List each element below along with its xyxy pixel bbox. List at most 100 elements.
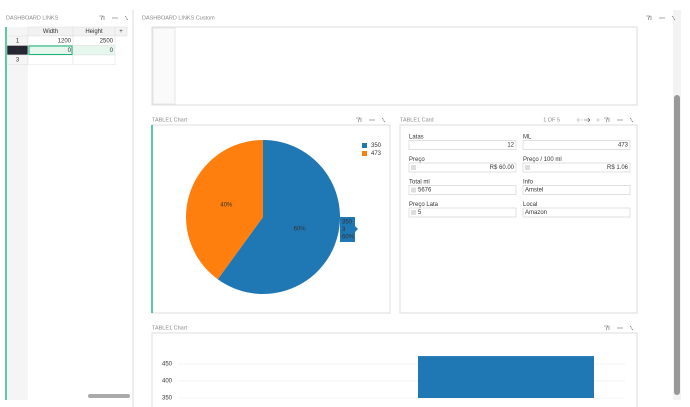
menu-dot[interactable]: [116, 17, 118, 19]
menu-dot[interactable]: [617, 119, 619, 121]
y-tick-label: 400: [162, 379, 173, 385]
panel-title: DASHBOARD LINKS: [6, 15, 59, 21]
menu-dot[interactable]: [114, 17, 116, 19]
cell-value: 2500: [100, 38, 114, 44]
legend-swatch[interactable]: [362, 151, 367, 156]
cell-value: 1200: [58, 38, 72, 44]
menu-dot[interactable]: [371, 119, 373, 121]
field-label: Local: [523, 202, 537, 208]
menu-dot[interactable]: [619, 119, 621, 121]
cursor-cell: [28, 45, 73, 55]
menu-dot[interactable]: [661, 17, 663, 19]
field-box[interactable]: [408, 162, 517, 173]
legend-label: 473: [371, 151, 382, 157]
menu-dot[interactable]: [619, 327, 621, 329]
field-icon: [525, 165, 530, 170]
field-box[interactable]: [408, 207, 517, 218]
tooltip-line: 350: [342, 220, 353, 226]
table-cell[interactable]: [72, 54, 116, 65]
field-icon: [411, 187, 416, 193]
menu-dot[interactable]: [621, 327, 623, 329]
row-number: 3: [16, 57, 20, 63]
card-pager: 1 OF 5: [543, 117, 560, 123]
custom-widget-gutter: [152, 27, 176, 105]
cell-value: 0: [68, 48, 72, 54]
field-value: Amazon: [525, 210, 547, 216]
expand-icon[interactable]: [629, 325, 634, 331]
panel-title: TABLE1 Card: [400, 117, 434, 123]
expand-icon[interactable]: [381, 117, 386, 123]
field-value: R$ 60.00: [490, 165, 515, 171]
field-label: Preço Lata: [409, 202, 439, 208]
row-number: 2: [16, 48, 20, 54]
next-arrow[interactable]: [584, 117, 591, 123]
field-box[interactable]: [408, 185, 517, 195]
sort-filter-icon[interactable]: [604, 325, 610, 330]
panel-title: DASHBOARD LINKS Custom: [142, 15, 215, 21]
field-box[interactable]: [408, 140, 517, 150]
menu-dot[interactable]: [617, 327, 619, 329]
field-box[interactable]: [522, 185, 631, 195]
menu-dot[interactable]: [112, 17, 114, 19]
sort-filter-icon[interactable]: [604, 117, 610, 122]
field-value: Amstel: [525, 188, 543, 194]
sort-filter-icon[interactable]: [356, 117, 362, 122]
right-scroll-thumb[interactable]: [674, 95, 680, 395]
tooltip-line: 60%: [342, 235, 355, 241]
field-box[interactable]: [522, 140, 631, 150]
field-label: ML: [523, 135, 532, 141]
card-panel-frame: [399, 124, 638, 314]
slice-label: 60%: [294, 226, 307, 232]
panel-title: TABLE1 Chart: [152, 117, 188, 123]
left-scroll-thumb[interactable]: [88, 394, 130, 398]
sort-filter-icon[interactable]: [646, 15, 652, 20]
field-icon: [411, 165, 416, 170]
menu-dot[interactable]: [621, 119, 623, 121]
pie-slice[interactable]: [185, 140, 263, 280]
hover-tooltip: [340, 217, 355, 242]
column-header-label: Height: [85, 29, 103, 35]
prev-arrow[interactable]: [576, 117, 583, 123]
table-cell[interactable]: [27, 45, 74, 56]
bar[interactable]: [417, 356, 595, 398]
tooltip-arrow: [355, 226, 358, 232]
cell-value: 0: [110, 48, 114, 54]
field-value: 12: [507, 143, 514, 149]
menu-dot[interactable]: [369, 119, 371, 121]
column-header[interactable]: [114, 26, 128, 37]
slice-label: 40%: [220, 203, 233, 209]
y-tick-label: 350: [162, 396, 173, 402]
menu-dot[interactable]: [373, 119, 375, 121]
panel-title: TABLE1 Chart: [152, 325, 188, 331]
menu-dot[interactable]: [659, 17, 661, 19]
field-label: Preço / 100 ml: [523, 157, 562, 163]
expand-icon[interactable]: [671, 15, 676, 21]
expand-icon[interactable]: [124, 15, 129, 21]
field-value: 5: [418, 210, 422, 216]
field-value: 5676: [418, 188, 432, 194]
field-label: Info: [523, 180, 534, 186]
field-label: Total ml: [409, 180, 430, 186]
table-cell[interactable]: [27, 54, 74, 65]
pie-slice[interactable]: [217, 140, 340, 294]
y-tick-label: 450: [162, 361, 173, 367]
field-label: Latas: [409, 135, 424, 141]
field-label: Preço: [409, 157, 425, 163]
row-number-column: [7, 27, 28, 400]
column-header-label: +: [119, 29, 123, 35]
custom-widget: [151, 26, 638, 106]
legend-label: 350: [371, 143, 382, 149]
sort-filter-icon[interactable]: [99, 15, 105, 20]
add-icon[interactable]: [596, 118, 600, 122]
field-value: 473: [618, 143, 629, 149]
column-header-label: Width: [43, 29, 58, 35]
field-box[interactable]: [522, 207, 631, 218]
row-number: 1: [16, 38, 20, 44]
menu-dot[interactable]: [663, 17, 665, 19]
expand-icon[interactable]: [629, 117, 634, 123]
field-box[interactable]: [522, 162, 631, 173]
legend-swatch[interactable]: [362, 143, 367, 148]
field-icon: [411, 210, 416, 215]
